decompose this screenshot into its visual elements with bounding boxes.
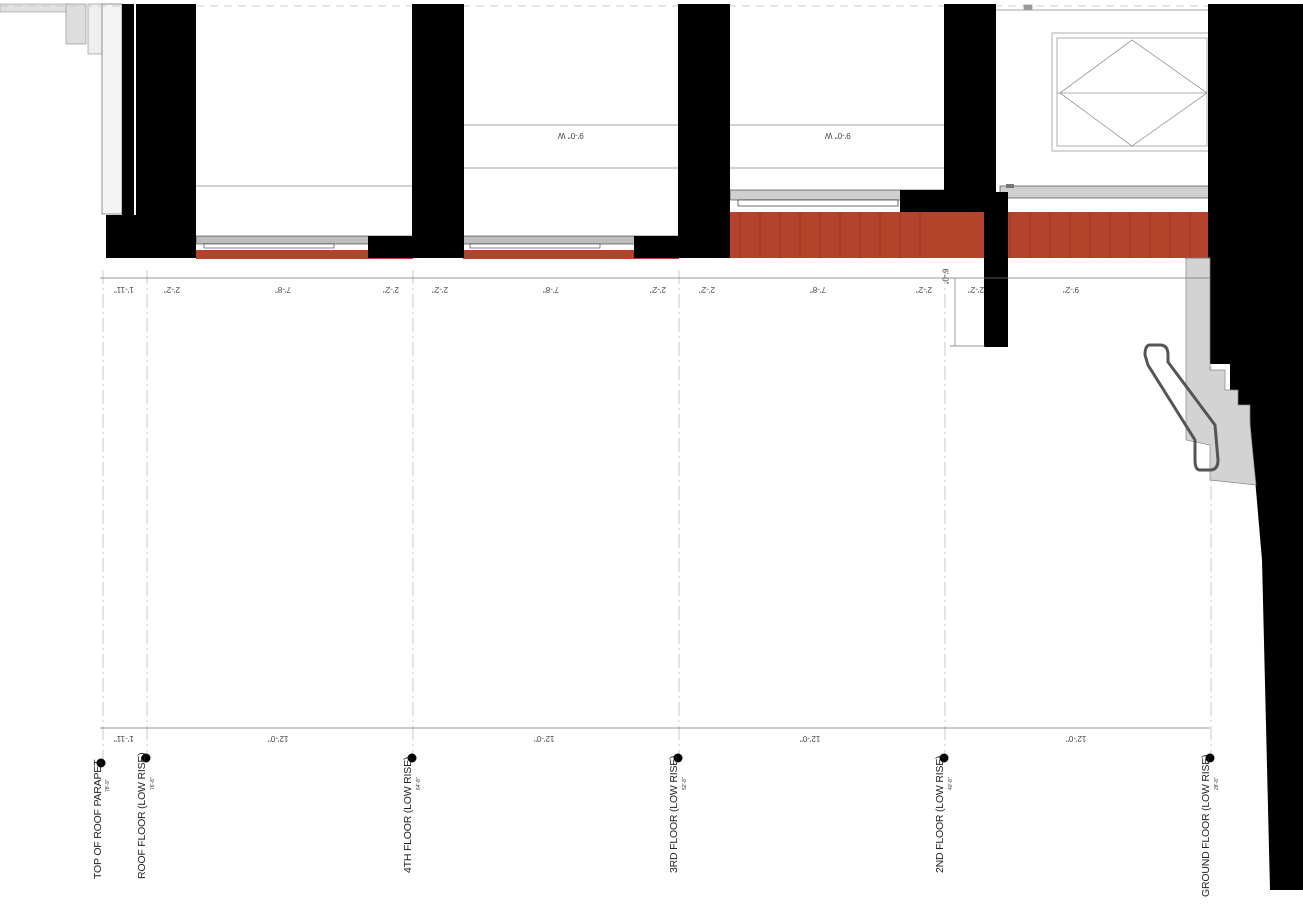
level-label: TOP OF ROOF PARAPET	[92, 759, 104, 879]
level-elevation: 40'-8"	[948, 777, 954, 790]
ground-step-profile	[1143, 257, 1257, 486]
slab-3rd	[729, 184, 1211, 258]
dim-label: 1'-11"	[114, 734, 134, 743]
level-elevation: 64'-8"	[416, 777, 422, 790]
level-elevation: 28'-8"	[1214, 777, 1220, 790]
level-label: 3RD FLOOR (LOW RISE)	[668, 755, 680, 873]
structural-columns	[106, 4, 1303, 890]
dim-label: 12'-0"	[534, 734, 555, 743]
window-note: 9'-0" W	[825, 131, 851, 140]
window-elevation	[1023, 4, 1211, 152]
level-markers	[96, 753, 1215, 768]
dim-label: 1'-11"	[114, 285, 134, 294]
dim-label: 6'-0"	[940, 268, 950, 285]
level-elevation: 78'-9"	[105, 779, 111, 792]
dimension-lines	[100, 257, 1210, 729]
dim-label: 7'-8"	[275, 285, 291, 294]
level-label: 4TH FLOOR (LOW RISE)	[402, 756, 414, 873]
dim-label: 2'-2"	[916, 285, 932, 294]
level-label: ROOF FLOOR (LOW RISE)	[136, 752, 148, 879]
dim-label: 2'-2"	[383, 285, 399, 294]
level-elevation: 76'-8"	[150, 777, 156, 790]
gridlines	[102, 270, 1212, 760]
dim-label: 12'-0"	[800, 734, 821, 743]
dim-label: 2'-2"	[699, 285, 715, 294]
dim-label: 12'-0"	[268, 734, 289, 743]
dim-label: 2'-2"	[968, 285, 984, 294]
slab-4th	[462, 235, 680, 259]
level-label: 2ND FLOOR (LOW RISE)	[934, 755, 946, 873]
dim-label: 9'-2"	[1063, 285, 1079, 294]
dim-label: 12'-0"	[1066, 734, 1087, 743]
window-note: 9'-0" W	[558, 131, 584, 140]
dim-label: 2'-2"	[650, 285, 666, 294]
dim-label: 7'-8"	[810, 285, 826, 294]
dim-label: 2'-2"	[164, 285, 180, 294]
dim-label: 7'-8"	[543, 285, 559, 294]
level-elevation: 52'-8"	[682, 777, 688, 790]
parapet-detail	[0, 3, 123, 215]
level-label: GROUND FLOOR (LOW RISE)	[1200, 754, 1212, 897]
dim-label: 2'-2"	[432, 285, 448, 294]
slab-roof	[195, 235, 414, 259]
